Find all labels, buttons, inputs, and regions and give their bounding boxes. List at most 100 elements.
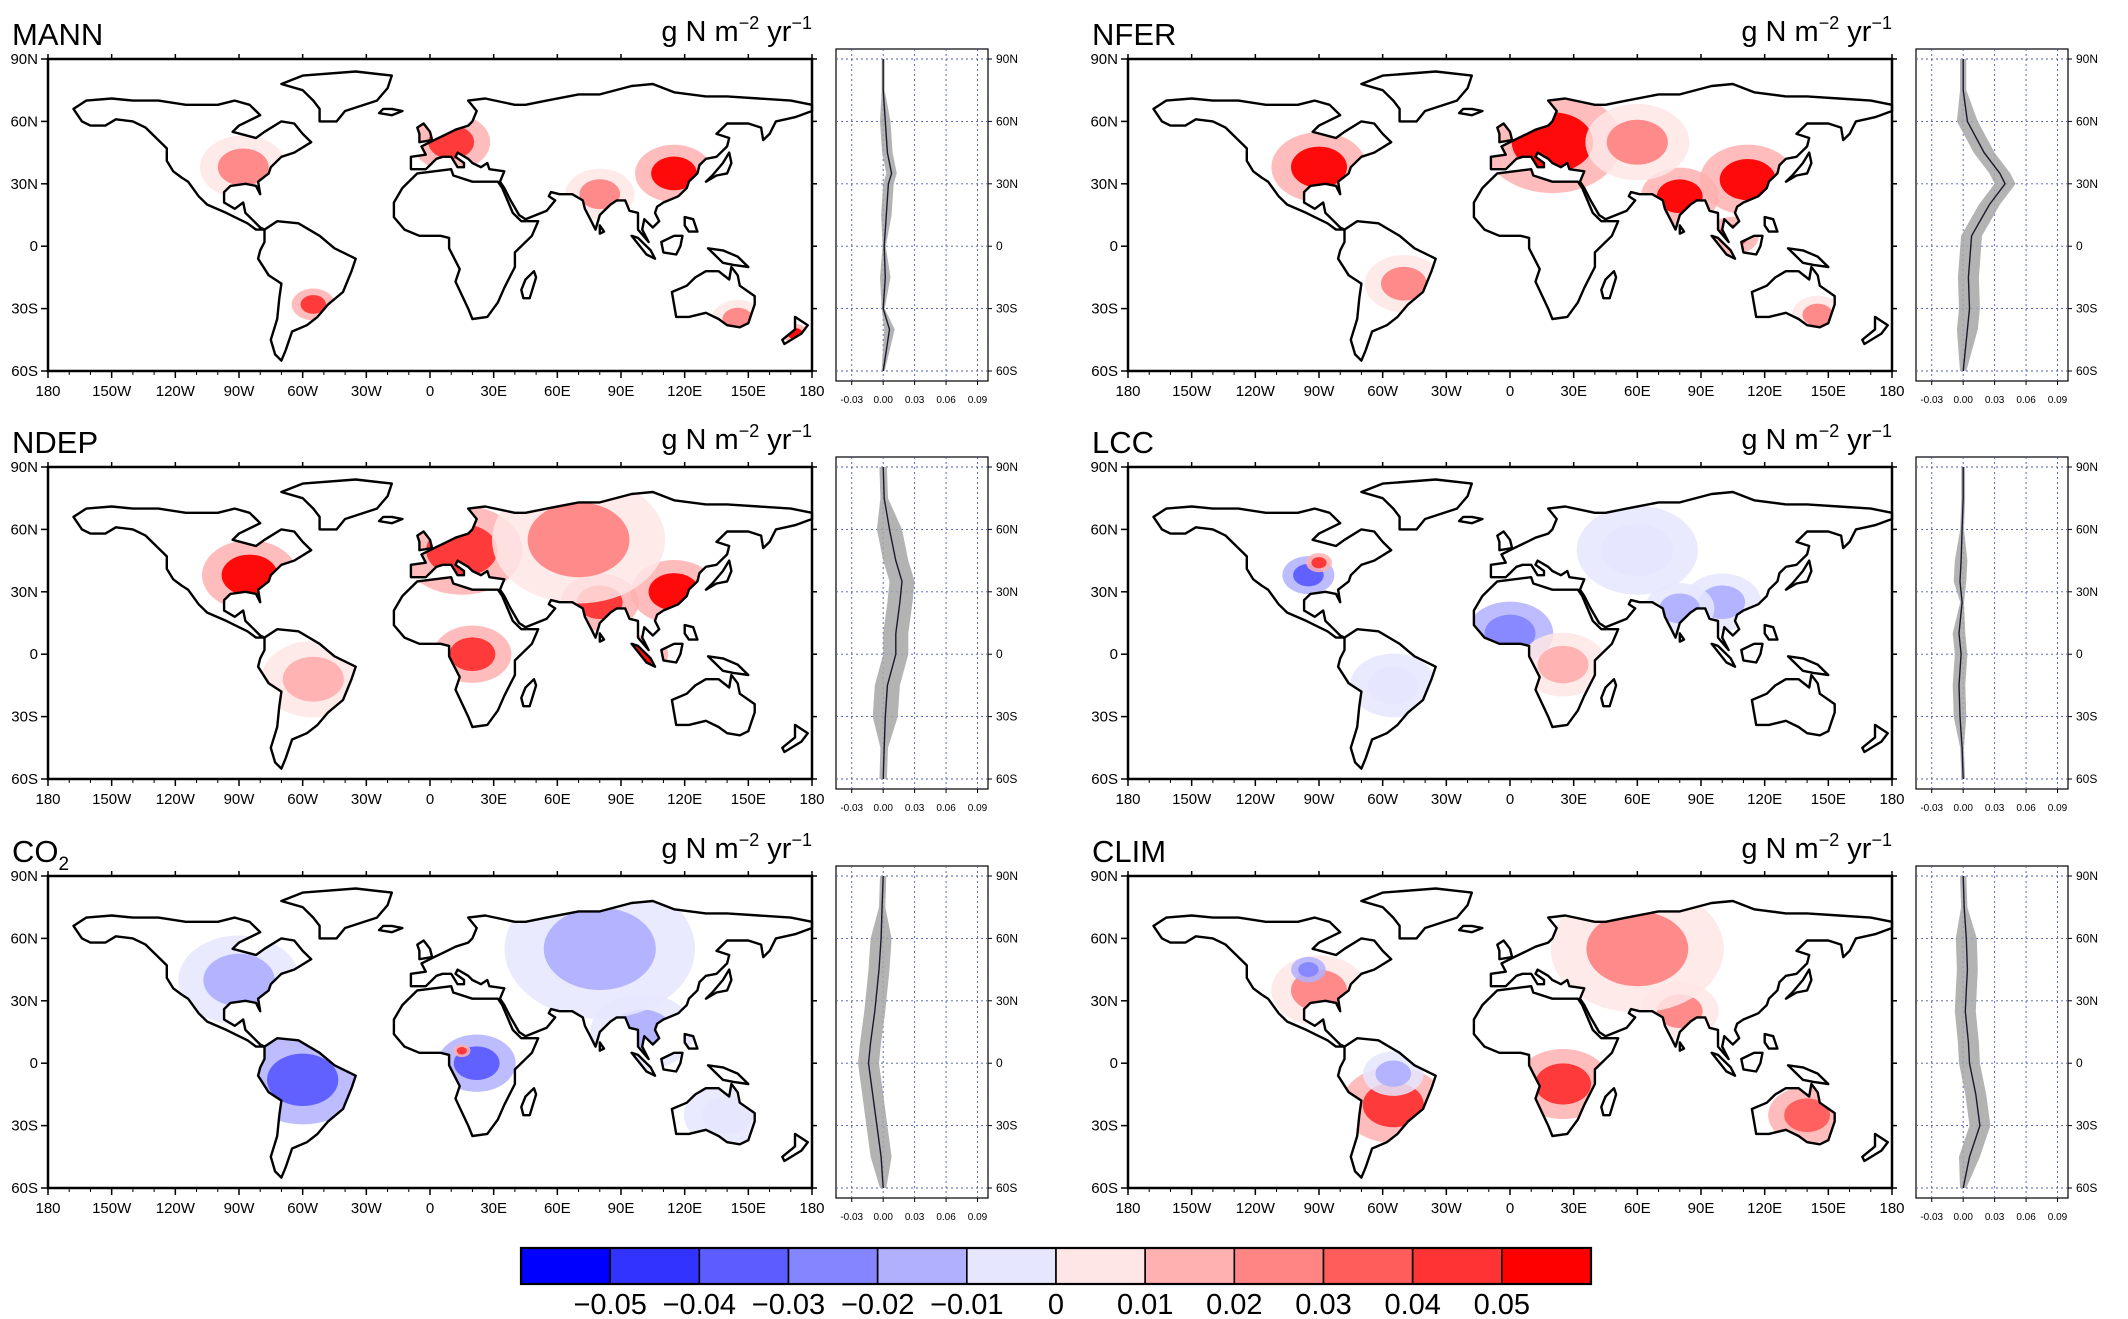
panel-title-text: NFER bbox=[1092, 17, 1176, 52]
hotspot bbox=[1601, 523, 1673, 577]
lat-tick-label: 60N bbox=[10, 521, 38, 538]
profile-lat-label: 0 bbox=[996, 239, 1003, 253]
lon-tick-label: 30W bbox=[1431, 383, 1463, 400]
hotspot bbox=[449, 637, 496, 672]
land-africa bbox=[393, 169, 539, 319]
coastline-japan bbox=[704, 559, 733, 591]
profile-line bbox=[882, 466, 903, 780]
zonal-profile: -0.03 0.00 0.03 0.06 0.09 90N 60N 30N 0 30S 60S bbox=[1915, 48, 2098, 406]
profile-x-tick-label: 0.09 bbox=[968, 1212, 988, 1223]
coastline-greenland bbox=[280, 478, 393, 531]
profile-lat-label: 30N bbox=[996, 994, 1018, 1008]
coastline-north-america bbox=[1152, 914, 1393, 1048]
panel-co: 180 150W 120W 90W 60W 30W 0 30E 60E 90E 120E 150E 18… bbox=[10, 830, 1018, 1223]
colorbar-label: 0 bbox=[1048, 1289, 1064, 1319]
colorbar-swatch bbox=[1322, 1247, 1414, 1285]
panel-title-text: CLIM bbox=[1092, 834, 1166, 869]
lon-tick-label: 150E bbox=[731, 1200, 766, 1217]
lat-tick-label: 30N bbox=[1090, 584, 1118, 601]
profile-x-tick-label: 0.06 bbox=[936, 803, 956, 814]
profile-frame bbox=[835, 865, 989, 1199]
profile-line bbox=[1962, 59, 2006, 372]
lat-tick-label: 90N bbox=[10, 868, 38, 885]
coastline-australia bbox=[670, 1082, 756, 1146]
lat-tick-label: 30N bbox=[1090, 176, 1118, 193]
profile-x-tick-label: 0.03 bbox=[905, 1212, 925, 1223]
lon-tick-label: 150E bbox=[1811, 383, 1846, 400]
profile-lat-label: 60N bbox=[2076, 114, 2098, 128]
lon-tick-label: 60W bbox=[287, 383, 319, 400]
lon-tick-label: 0 bbox=[1506, 1200, 1514, 1217]
lon-tick-label: 30W bbox=[1431, 791, 1463, 808]
lat-tick-label: 0 bbox=[1110, 1055, 1118, 1072]
lon-tick-label: 30W bbox=[351, 1200, 383, 1217]
hotspot bbox=[527, 502, 630, 578]
profile-x-tick-label: 0.06 bbox=[936, 1212, 956, 1223]
profile-x-tick-label: 0.00 bbox=[1953, 1212, 1973, 1223]
land-africa bbox=[1473, 169, 1619, 319]
profile-frame bbox=[1915, 456, 2069, 790]
coastline-greenland bbox=[1360, 478, 1474, 531]
coastline-south-america bbox=[256, 628, 357, 770]
coastline-sri-lanka bbox=[598, 224, 606, 235]
lon-tick-label: 30E bbox=[1560, 1200, 1587, 1217]
profile-band bbox=[858, 876, 892, 1188]
hotspot bbox=[282, 656, 344, 702]
coastline-eurasia bbox=[1489, 490, 1894, 652]
lon-tick-label: 60W bbox=[1367, 383, 1399, 400]
land-madagascar bbox=[521, 271, 537, 299]
coastline-iceland bbox=[1457, 515, 1484, 525]
land-north-america bbox=[73, 98, 312, 230]
profile-band bbox=[872, 467, 915, 779]
profile-lat-label: 30S bbox=[996, 302, 1017, 316]
units-part: yr bbox=[1839, 833, 1872, 865]
lon-tick-label: 60E bbox=[1624, 1200, 1651, 1217]
lat-tick-label: 30N bbox=[10, 176, 38, 193]
coastline-africa bbox=[392, 576, 540, 729]
lon-tick-label: 30W bbox=[351, 383, 383, 400]
colorbar-label: 0.01 bbox=[1117, 1289, 1173, 1319]
lon-tick-label: 60E bbox=[544, 1200, 571, 1217]
colorbar-swatch bbox=[1501, 1247, 1592, 1285]
panel-title: NDEP bbox=[12, 425, 98, 460]
colorbar-swatch bbox=[787, 1247, 879, 1285]
coastline-new-guinea bbox=[706, 655, 750, 677]
profile-x-tick-label: 0.09 bbox=[2048, 803, 2068, 814]
hotspot bbox=[1537, 645, 1589, 684]
profile-line bbox=[882, 59, 893, 372]
profile-lat-label: 60S bbox=[2076, 1181, 2097, 1195]
lat-tick-label: 30S bbox=[11, 301, 38, 318]
profile-lat-label: 60N bbox=[996, 931, 1018, 945]
coastline-north-america bbox=[1152, 505, 1393, 639]
lat-tick-label: 60S bbox=[1091, 1180, 1118, 1197]
land-new-guinea bbox=[1788, 1065, 1829, 1084]
units-part: −2 bbox=[1819, 421, 1840, 441]
units-part: g N m bbox=[1741, 833, 1818, 865]
coastline-sumatra bbox=[630, 1051, 657, 1077]
units-part: −1 bbox=[791, 13, 812, 33]
land-greenland bbox=[281, 888, 392, 939]
profile-lat-label: 90N bbox=[2076, 869, 2098, 883]
units-label: g N m−2 yr−1 bbox=[661, 13, 812, 48]
hotspot bbox=[1784, 1098, 1831, 1133]
coastline-south-america bbox=[1336, 219, 1437, 362]
coastline-japan bbox=[704, 968, 733, 1000]
coastline-philippines bbox=[1763, 215, 1779, 233]
lon-tick-label: 180 bbox=[1879, 383, 1904, 400]
lon-tick-label: 120W bbox=[1236, 1200, 1276, 1217]
profile-lat-label: 30S bbox=[2076, 710, 2097, 724]
lon-tick-label: 180 bbox=[35, 1200, 60, 1217]
colorbar-swatch bbox=[1411, 1247, 1503, 1285]
coastline-borneo bbox=[1740, 234, 1764, 256]
lat-tick-label: 60S bbox=[11, 771, 38, 788]
lon-tick-label: 0 bbox=[1506, 383, 1514, 400]
profile-frame bbox=[1915, 865, 2069, 1199]
coastline-australia bbox=[670, 265, 756, 329]
units-part: −1 bbox=[791, 830, 812, 850]
coastline-eurasia bbox=[409, 899, 814, 1061]
lat-tick-label: 30S bbox=[11, 709, 38, 726]
hotspot bbox=[267, 1053, 339, 1107]
panel-title-text: MANN bbox=[12, 17, 103, 52]
lon-tick-label: 90E bbox=[608, 383, 635, 400]
